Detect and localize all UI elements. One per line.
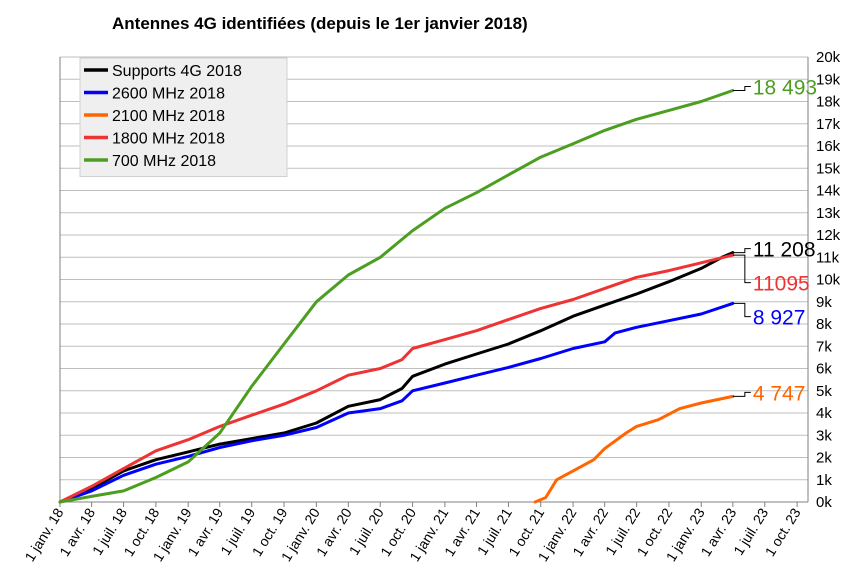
y-tick-label: 2k bbox=[816, 450, 832, 467]
y-tick-label: 5k bbox=[816, 383, 832, 400]
legend-label: 700 MHz 2018 bbox=[112, 153, 216, 170]
legend-label: Supports 4G 2018 bbox=[112, 63, 242, 80]
y-tick-label: 12k bbox=[816, 227, 841, 244]
y-tick-label: 3k bbox=[816, 427, 832, 444]
y-tick-label: 6k bbox=[816, 361, 832, 378]
end-label-2: 4 747 bbox=[753, 382, 806, 405]
legend: Supports 4G 2018 2600 MHz 2018 2100 MHz 20… bbox=[79, 57, 288, 177]
end-label-leader bbox=[732, 302, 751, 318]
y-tick-label: 4k bbox=[816, 405, 832, 422]
y-tick-label: 17k bbox=[816, 116, 841, 133]
series-line-4 bbox=[58, 89, 735, 504]
y-tick-label: 0k bbox=[816, 494, 832, 511]
legend-label: 1800 MHz 2018 bbox=[112, 131, 225, 148]
end-label-leader bbox=[732, 248, 751, 254]
chart-title: Antennes 4G identifiées (depuis le 1er j… bbox=[112, 14, 528, 33]
y-tick-label: 15k bbox=[816, 160, 841, 177]
legend-box bbox=[79, 57, 288, 177]
end-label-leader bbox=[732, 391, 751, 397]
y-tick-label: 1k bbox=[816, 472, 832, 489]
grid-layer bbox=[60, 56, 808, 503]
y-tick-label: 19k bbox=[816, 71, 841, 88]
y-tick-label: 13k bbox=[816, 205, 841, 222]
y-tick-label: 7k bbox=[816, 338, 832, 355]
series-layer bbox=[58, 89, 735, 504]
y-tick-label: 20k bbox=[816, 49, 841, 66]
end-label-4: 18 493 bbox=[753, 77, 817, 100]
series-line-3 bbox=[58, 253, 735, 504]
y-tick-label: 11k bbox=[816, 249, 840, 266]
end-label-0: 11 208 bbox=[753, 239, 816, 262]
x-tick-label: 1 janv. 18 bbox=[21, 505, 66, 564]
series-line-2 bbox=[533, 394, 735, 504]
legend-label: 2100 MHz 2018 bbox=[112, 108, 225, 125]
y-tick-label: 9k bbox=[816, 294, 832, 311]
end-label-1: 8 927 bbox=[753, 307, 806, 330]
end-label-3: 11095 bbox=[753, 273, 810, 296]
end-label-leader bbox=[732, 254, 751, 284]
y-tick-label: 16k bbox=[816, 138, 841, 155]
y-tick-label: 10k bbox=[816, 272, 841, 289]
end-label-leader bbox=[732, 86, 751, 92]
y-tick-label: 14k bbox=[816, 183, 841, 200]
y-tick-label: 18k bbox=[816, 94, 841, 111]
label-layer: 18 493 11 208 11095 8 927 4 747 bbox=[732, 77, 817, 405]
legend-label: 2600 MHz 2018 bbox=[112, 86, 225, 103]
series-line-1 bbox=[58, 301, 735, 504]
series-line-0 bbox=[58, 251, 735, 504]
y-tick-label: 8k bbox=[816, 316, 832, 333]
